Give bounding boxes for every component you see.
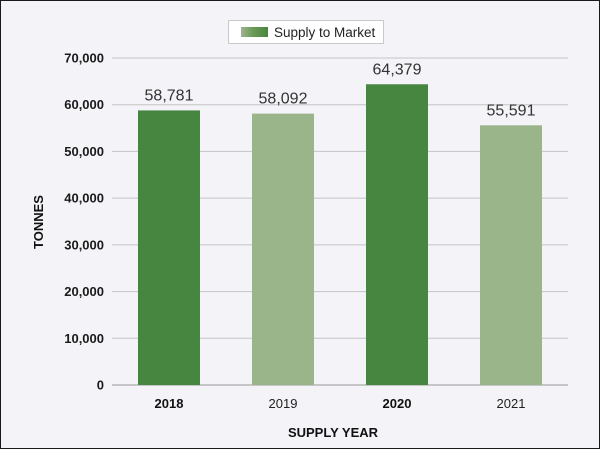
data-label-2021: 55,591 — [487, 102, 536, 119]
y-tick-label: 30,000 — [64, 237, 104, 252]
x-tick-label-2021: 2021 — [497, 396, 526, 411]
bar-2020 — [366, 84, 428, 385]
y-tick-label: 10,000 — [64, 331, 104, 346]
x-axis-title: SUPPLY YEAR — [288, 425, 379, 440]
bar-2018 — [138, 110, 200, 386]
y-tick-label: 50,000 — [64, 144, 104, 159]
bar-2021 — [480, 125, 542, 386]
x-tick-label-2020: 2020 — [383, 396, 412, 411]
y-tick-label: 0 — [97, 378, 104, 393]
y-tick-label: 70,000 — [64, 51, 104, 66]
data-labels: 58,781 58,092 64,379 55,591 — [145, 61, 536, 119]
y-tick-label: 60,000 — [64, 97, 104, 112]
x-tick-label-2019: 2019 — [269, 396, 298, 411]
x-tick-label-2018: 2018 — [155, 396, 184, 411]
x-axis: 2018 2019 2020 2021 — [155, 396, 526, 411]
y-tick-label: 20,000 — [64, 284, 104, 299]
legend-label: Supply to Market — [274, 24, 376, 40]
data-label-2019: 58,092 — [259, 91, 308, 108]
legend: Supply to Market — [228, 20, 384, 44]
bar-2019 — [252, 113, 314, 385]
bars — [138, 84, 542, 386]
y-axis: 0 10,000 20,000 30,000 40,000 50,000 60,000 70,… — [64, 51, 104, 393]
y-tick-label: 40,000 — [64, 191, 104, 206]
data-label-2020: 64,379 — [373, 61, 422, 78]
legend-swatch — [241, 27, 268, 37]
data-label-2018: 58,781 — [145, 87, 194, 104]
y-axis-title: TONNES — [31, 195, 46, 249]
